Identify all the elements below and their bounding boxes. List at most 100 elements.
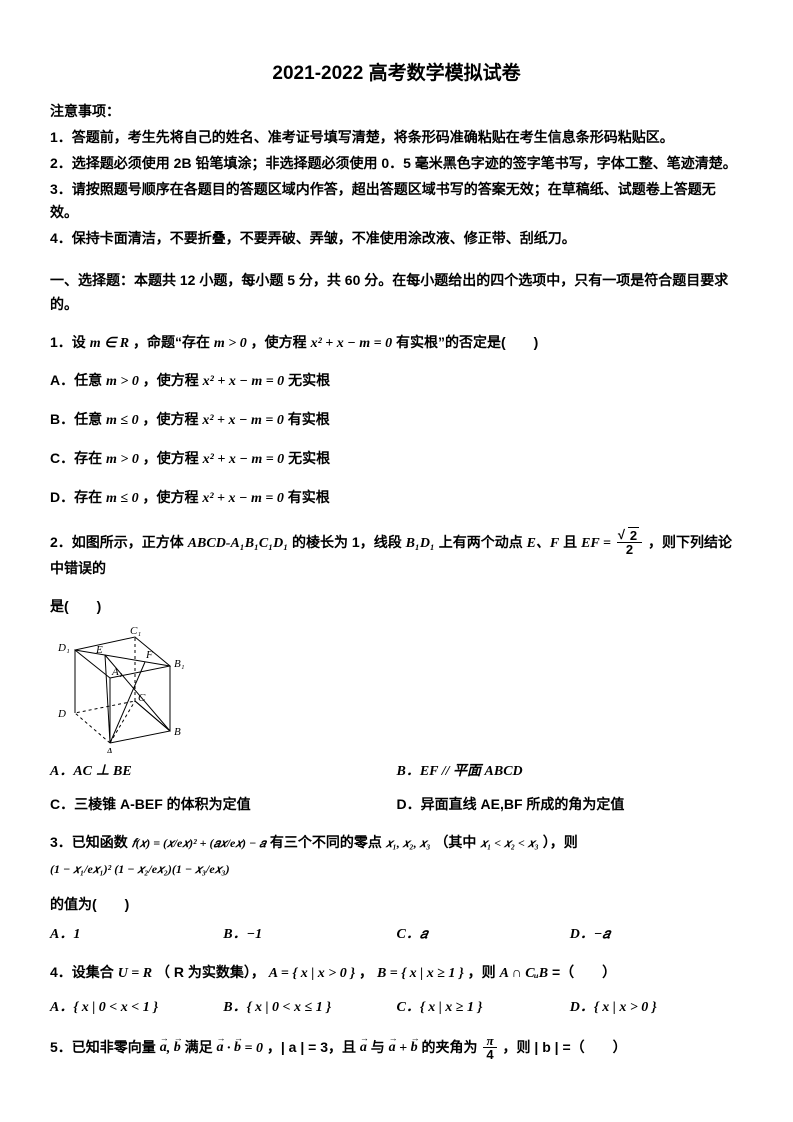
- q4-Aset: A = { x | x > 0 }: [269, 966, 355, 981]
- q2-tail: 是( ): [50, 595, 743, 619]
- q3-zs: 𝑥₁, 𝑥₂, 𝑥₃: [386, 833, 431, 853]
- q4-optD: D．{ x | x > 0 }: [570, 996, 743, 1020]
- q4-U: U = R: [118, 966, 152, 981]
- q2-optC: C．三棱锥 A-BEF 的体积为定值: [50, 793, 397, 817]
- q1-mgt0: m > 0: [214, 336, 247, 351]
- q4-c: ，则: [468, 964, 500, 980]
- q3-optB: B．−1: [223, 923, 396, 947]
- q2-sqrt-den: 2: [617, 542, 642, 557]
- lbl-A: A: [105, 746, 113, 753]
- lbl-C1: C₁: [130, 625, 141, 637]
- q1-e: ，使方程: [251, 334, 311, 350]
- q3-s4: ），则: [543, 831, 578, 855]
- q2-b: 的棱长为 1，线段: [292, 534, 406, 550]
- q4-c1: ，: [359, 964, 373, 980]
- q5-d: 与: [371, 1038, 389, 1054]
- q5-frac: π 4: [483, 1034, 496, 1062]
- q3-optA: A．1: [50, 923, 223, 947]
- lbl-F: F: [145, 649, 153, 661]
- notice-3: 3．请按照题号顺序在各题目的答题区域内作答，超出答题区域书写的答案无效；在草稿纸…: [50, 178, 743, 226]
- lbl-A1: A₁: [111, 666, 123, 678]
- q1A-mid: m > 0: [106, 374, 139, 389]
- notice-2: 2．选择题必须使用 2B 铅笔填涂；非选择题必须使用 0．5 毫米黑色字迹的签字…: [50, 152, 743, 176]
- q1A-mid2: ，使方程: [139, 372, 203, 388]
- q1D-pre: D．存在: [50, 489, 106, 505]
- q1-c: ，命题“存在: [133, 334, 214, 350]
- q1-mR: m ∈ R: [90, 336, 129, 351]
- q1-a: 1．设: [50, 334, 90, 350]
- q1A-tail: 无实根: [284, 372, 330, 388]
- q2-cube: ABCD-A₁B₁C₁D₁: [188, 536, 288, 551]
- q4-a: 4．设集合: [50, 964, 118, 980]
- q5-four: 4: [483, 1047, 496, 1062]
- q2-ef: EF =: [581, 536, 611, 551]
- q3-stem: 3．已知函数 𝑓(𝑥) = (𝑥/e𝑥)² + (𝑎𝑥/e𝑥) − 𝑎 有三个不…: [50, 831, 743, 879]
- q1B-pre: B．任意: [50, 411, 106, 427]
- q5-c: ，| a | = 3，且: [267, 1038, 360, 1054]
- notice-heading: 注意事项：: [50, 100, 743, 124]
- q5-e: 的夹角为: [422, 1038, 482, 1054]
- lbl-B1: B₁: [174, 658, 185, 670]
- q1B-mid: m ≤ 0: [106, 413, 139, 428]
- q2-optA: A．AC ⊥ BE: [50, 759, 397, 784]
- q4-stem: 4．设集合 U = R （ R 为实数集）， A = { x | x > 0 }…: [50, 961, 743, 986]
- q2-sqrt-num: 2: [628, 527, 639, 543]
- q1D-mid: m ≤ 0: [106, 491, 139, 506]
- q3-optD: D．−𝑎: [570, 923, 743, 947]
- q4-optA: A．{ x | 0 < x < 1 }: [50, 996, 223, 1020]
- q3-fdef: 𝑓(𝑥) = (𝑥/e𝑥)² + (𝑎𝑥/e𝑥) − 𝑎: [132, 833, 266, 853]
- q2B: B．EF // 平面 ABCD: [397, 764, 523, 779]
- cube-figure: A B C D A₁ B₁ C₁ D₁ E F: [50, 623, 200, 753]
- q1-eq: x² + x − m = 0: [311, 336, 393, 351]
- q1C-tail: 无实根: [284, 450, 330, 466]
- q4-b: （ R 为实数集），: [156, 964, 265, 980]
- q4-Bset: B = { x | x ≥ 1 }: [377, 966, 464, 981]
- q5-b: 满足: [185, 1038, 217, 1054]
- lbl-D1: D₁: [57, 642, 70, 654]
- q5-aa: a: [360, 1040, 367, 1055]
- page-title: 2021-2022 高考数学模拟试卷: [50, 58, 743, 90]
- q5-dot: a · b = 0: [216, 1040, 262, 1055]
- q1D-mid2: ，使方程: [139, 489, 203, 505]
- q4-expr: A ∩ CᵤB: [500, 966, 548, 981]
- q5-a: 5．已知非零向量: [50, 1038, 160, 1054]
- q1-optD: D．存在 m ≤ 0 ，使方程 x² + x − m = 0 有实根: [50, 486, 743, 511]
- q3-s3: （其中: [434, 831, 476, 855]
- notice-1: 1．答题前，考生先将自己的姓名、准考证号填写清楚，将条形码准确粘贴在考生信息条形…: [50, 126, 743, 150]
- notice-4: 4．保持卡面清洁，不要折叠，不要弄破、弄皱，不准使用涂改液、修正带、刮纸刀。: [50, 227, 743, 251]
- q4-optB: B．{ x | 0 < x ≤ 1 }: [223, 996, 396, 1020]
- q2-stem: 2．如图所示，正方体 ABCD-A₁B₁C₁D₁ 的棱长为 1，线段 B₁D₁ …: [50, 529, 743, 581]
- q1D-eq: x² + x − m = 0: [202, 491, 284, 506]
- q3-optC: C．𝑎: [397, 923, 570, 947]
- q3-s2: 有三个不同的零点: [270, 831, 382, 855]
- q1C-mid2: ，使方程: [139, 450, 203, 466]
- q2-optB: B．EF // 平面 ABCD: [397, 759, 744, 784]
- q5-stem: 5．已知非零向量 a, b 满足 a · b = 0 ，| a | = 3，且 …: [50, 1034, 743, 1062]
- q1-optA: A．任意 m > 0 ，使方程 x² + x − m = 0 无实根: [50, 369, 743, 394]
- q5-f: ，则 | b | =（ ）: [503, 1038, 627, 1054]
- q2-c: 上有两个动点: [439, 534, 527, 550]
- lbl-B: B: [174, 726, 181, 738]
- q1C-eq: x² + x − m = 0: [203, 452, 285, 467]
- q3-expr: (1 − 𝑥₁/e𝑥₁)² (1 − 𝑥₂/e𝑥₂)(1 − 𝑥₃/e𝑥₃): [50, 859, 230, 879]
- q1-stem: 1．设 m ∈ R ，命题“存在 m > 0 ，使方程 x² + x − m =…: [50, 331, 743, 356]
- q1C-pre: C．存在: [50, 450, 106, 466]
- lbl-E: E: [95, 644, 103, 656]
- q1-paren: ): [534, 334, 539, 350]
- q1D-tail: 有实根: [284, 489, 330, 505]
- section-1-heading: 一、选择题：本题共 12 小题，每小题 5 分，共 60 分。在每小题给出的四个…: [50, 269, 743, 317]
- q2-d: 且: [563, 534, 581, 550]
- q5-pi: π: [483, 1034, 496, 1048]
- q4-optC: C．{ x | x ≥ 1 }: [397, 996, 570, 1020]
- q2-seg: B₁D₁: [406, 536, 435, 551]
- q5-apb: a + b: [389, 1040, 418, 1055]
- q1-optC: C．存在 m > 0 ，使方程 x² + x − m = 0 无实根: [50, 447, 743, 472]
- q3-s1: 3．已知函数: [50, 831, 128, 855]
- q2-a: 2．如图所示，正方体: [50, 534, 188, 550]
- q2-optD: D．异面直线 AE,BF 所成的角为定值: [397, 793, 744, 817]
- q2-frac: 2 2: [617, 529, 642, 557]
- q3-tail: 的值为( ): [50, 893, 743, 917]
- q1C-mid: m > 0: [106, 452, 139, 467]
- lbl-C: C: [138, 692, 146, 704]
- q3-order: 𝑥₁ < 𝑥₂ < 𝑥₃: [480, 833, 538, 853]
